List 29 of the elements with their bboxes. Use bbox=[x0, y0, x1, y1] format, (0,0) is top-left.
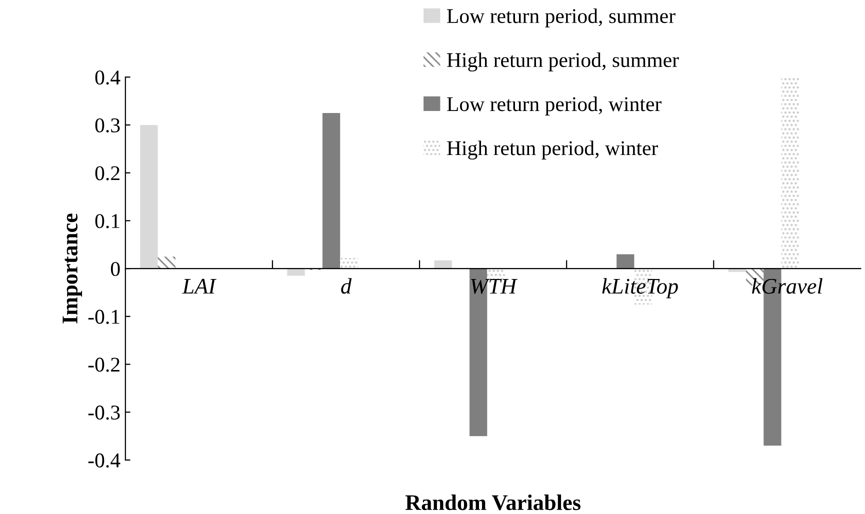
x-tick-label: LAI bbox=[182, 278, 216, 294]
legend-label: High retun period, winter bbox=[447, 140, 658, 160]
bar bbox=[158, 256, 176, 269]
y-axis-title: Importance bbox=[62, 214, 82, 324]
bar bbox=[340, 258, 358, 269]
y-tick-label: -0.3 bbox=[88, 406, 120, 420]
y-tick-label: 0.4 bbox=[95, 70, 120, 85]
bar bbox=[616, 254, 634, 269]
legend-label: Low return period, summer bbox=[447, 8, 676, 28]
y-tick-label: -0.2 bbox=[88, 358, 120, 372]
x-tick-label: WTH bbox=[471, 279, 518, 294]
legend-label: Low return period, winter bbox=[447, 96, 662, 116]
bar bbox=[781, 77, 799, 269]
x-axis-title: Random Variables bbox=[405, 494, 580, 510]
bar bbox=[287, 268, 305, 276]
x-tick-label: kGravel bbox=[752, 278, 822, 294]
bar bbox=[434, 260, 452, 269]
y-tick-label: 0.2 bbox=[95, 166, 120, 180]
y-tick-label: 0.3 bbox=[95, 118, 120, 132]
bar bbox=[140, 124, 158, 269]
x-tick-label: kLiteTop bbox=[602, 278, 678, 298]
y-tick-label: -0.4 bbox=[88, 453, 120, 468]
y-tick-label: -0.1 bbox=[88, 310, 120, 324]
x-tick-label: d bbox=[341, 278, 352, 294]
bar bbox=[322, 113, 340, 269]
y-tick-label: 0.1 bbox=[95, 214, 120, 228]
y-tick-label: 0 bbox=[110, 262, 120, 276]
legend-label: High return period, summer bbox=[447, 52, 679, 72]
bar bbox=[487, 268, 505, 280]
